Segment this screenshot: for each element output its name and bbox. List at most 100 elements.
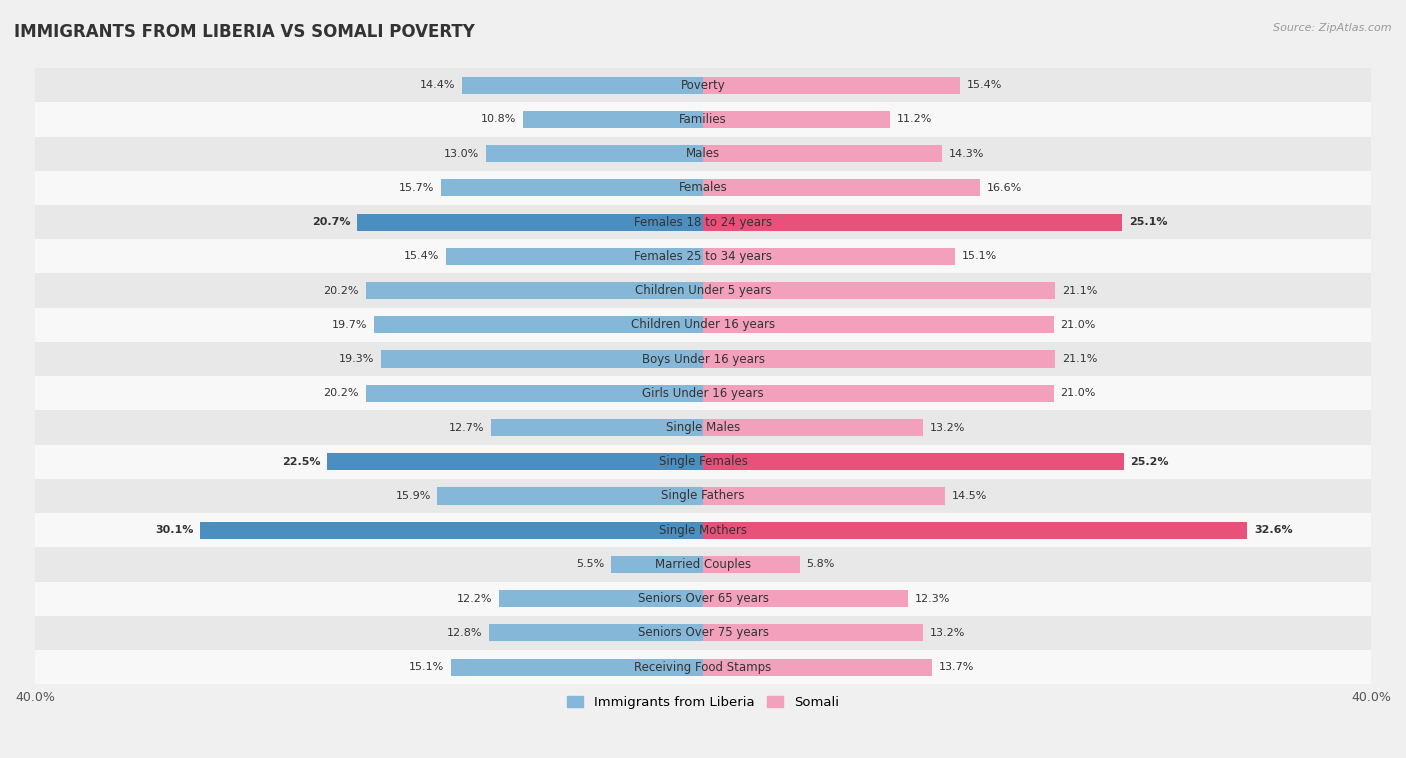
Bar: [35, 68, 1371, 102]
Text: Boys Under 16 years: Boys Under 16 years: [641, 352, 765, 365]
Text: Single Males: Single Males: [666, 421, 740, 434]
Text: 15.4%: 15.4%: [967, 80, 1002, 90]
Text: 19.3%: 19.3%: [339, 354, 374, 364]
Text: 10.8%: 10.8%: [481, 114, 516, 124]
Bar: [486, 145, 703, 162]
Text: 20.7%: 20.7%: [312, 217, 350, 227]
Bar: [35, 308, 1371, 342]
Bar: [446, 248, 703, 265]
Text: 14.3%: 14.3%: [949, 149, 984, 158]
Text: 12.7%: 12.7%: [449, 422, 484, 433]
Text: Married Couples: Married Couples: [655, 558, 751, 571]
Bar: [35, 547, 1371, 581]
Bar: [491, 419, 703, 436]
Text: Poverty: Poverty: [681, 79, 725, 92]
Text: 11.2%: 11.2%: [897, 114, 932, 124]
Text: Source: ZipAtlas.com: Source: ZipAtlas.com: [1274, 23, 1392, 33]
Bar: [463, 77, 703, 94]
Text: Seniors Over 75 years: Seniors Over 75 years: [637, 626, 769, 640]
Legend: Immigrants from Liberia, Somali: Immigrants from Liberia, Somali: [562, 691, 844, 715]
Text: 14.4%: 14.4%: [420, 80, 456, 90]
Text: 15.9%: 15.9%: [395, 491, 430, 501]
Bar: [703, 659, 932, 675]
Text: IMMIGRANTS FROM LIBERIA VS SOMALI POVERTY: IMMIGRANTS FROM LIBERIA VS SOMALI POVERT…: [14, 23, 475, 41]
Text: 13.2%: 13.2%: [931, 422, 966, 433]
Text: 15.4%: 15.4%: [404, 252, 439, 262]
Bar: [703, 625, 924, 641]
Bar: [374, 316, 703, 334]
Bar: [35, 274, 1371, 308]
Text: 21.0%: 21.0%: [1060, 388, 1095, 398]
Text: 32.6%: 32.6%: [1254, 525, 1292, 535]
Bar: [703, 453, 1123, 470]
Bar: [451, 659, 703, 675]
Text: Single Females: Single Females: [658, 456, 748, 468]
Bar: [35, 615, 1371, 650]
Bar: [703, 180, 980, 196]
Bar: [35, 342, 1371, 376]
Bar: [35, 445, 1371, 479]
Bar: [523, 111, 703, 128]
Text: Single Mothers: Single Mothers: [659, 524, 747, 537]
Bar: [357, 214, 703, 230]
Bar: [703, 316, 1053, 334]
Text: 21.1%: 21.1%: [1062, 286, 1098, 296]
Text: 13.7%: 13.7%: [938, 662, 974, 672]
Bar: [703, 111, 890, 128]
Bar: [366, 282, 703, 299]
Text: 14.5%: 14.5%: [952, 491, 987, 501]
Text: 12.8%: 12.8%: [447, 628, 482, 638]
Text: 15.1%: 15.1%: [409, 662, 444, 672]
Text: 20.2%: 20.2%: [323, 388, 359, 398]
Bar: [35, 205, 1371, 240]
Text: Seniors Over 65 years: Seniors Over 65 years: [637, 592, 769, 605]
Text: 25.2%: 25.2%: [1130, 457, 1168, 467]
Text: 15.7%: 15.7%: [399, 183, 434, 193]
Bar: [703, 145, 942, 162]
Text: Males: Males: [686, 147, 720, 160]
Bar: [35, 240, 1371, 274]
Bar: [381, 350, 703, 368]
Bar: [703, 522, 1247, 539]
Bar: [35, 376, 1371, 410]
Text: Females 18 to 24 years: Females 18 to 24 years: [634, 215, 772, 229]
Text: 12.2%: 12.2%: [457, 594, 492, 603]
Text: Girls Under 16 years: Girls Under 16 years: [643, 387, 763, 399]
Bar: [328, 453, 703, 470]
Text: Females 25 to 34 years: Females 25 to 34 years: [634, 250, 772, 263]
Text: Families: Families: [679, 113, 727, 126]
Text: 22.5%: 22.5%: [283, 457, 321, 467]
Bar: [200, 522, 703, 539]
Bar: [703, 487, 945, 505]
Bar: [35, 513, 1371, 547]
Text: Children Under 5 years: Children Under 5 years: [634, 284, 772, 297]
Bar: [703, 282, 1056, 299]
Text: 5.8%: 5.8%: [807, 559, 835, 569]
Text: 25.1%: 25.1%: [1129, 217, 1167, 227]
Bar: [499, 590, 703, 607]
Bar: [703, 350, 1056, 368]
Bar: [703, 419, 924, 436]
Bar: [489, 625, 703, 641]
Bar: [35, 102, 1371, 136]
Bar: [703, 590, 908, 607]
Text: 21.0%: 21.0%: [1060, 320, 1095, 330]
Text: 13.2%: 13.2%: [931, 628, 966, 638]
Bar: [35, 650, 1371, 684]
Bar: [437, 487, 703, 505]
Bar: [703, 77, 960, 94]
Text: 20.2%: 20.2%: [323, 286, 359, 296]
Text: Single Fathers: Single Fathers: [661, 490, 745, 503]
Text: Females: Females: [679, 181, 727, 194]
Text: 19.7%: 19.7%: [332, 320, 367, 330]
Bar: [35, 410, 1371, 445]
Bar: [612, 556, 703, 573]
Text: 5.5%: 5.5%: [576, 559, 605, 569]
Text: 30.1%: 30.1%: [155, 525, 194, 535]
Bar: [35, 136, 1371, 171]
Text: 16.6%: 16.6%: [987, 183, 1022, 193]
Text: Children Under 16 years: Children Under 16 years: [631, 318, 775, 331]
Text: 15.1%: 15.1%: [962, 252, 997, 262]
Text: 13.0%: 13.0%: [444, 149, 479, 158]
Bar: [703, 556, 800, 573]
